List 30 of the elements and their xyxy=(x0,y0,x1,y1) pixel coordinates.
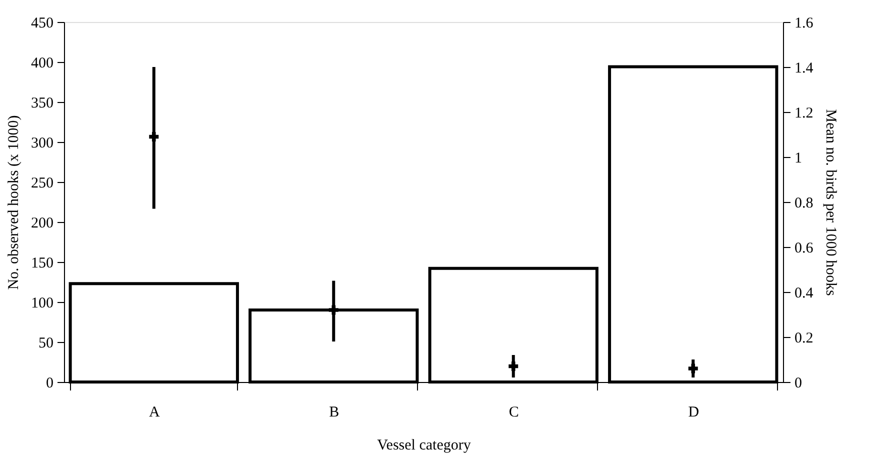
y2-tick-label: 0.8 xyxy=(794,196,814,212)
x-axis-title: Vessel category xyxy=(377,438,472,454)
y2-tick-label: 1.4 xyxy=(794,60,814,76)
point xyxy=(328,305,338,315)
x-tick-label: C xyxy=(508,404,519,420)
y2-tick-label: 1 xyxy=(794,150,802,166)
y2-tick-label: 1.6 xyxy=(794,16,814,32)
y2-tick-label: 0.6 xyxy=(794,240,814,256)
y2-tick-label: 0.4 xyxy=(794,286,814,302)
y-tick-label: 100 xyxy=(31,296,54,312)
y2-tick-label: 0 xyxy=(794,376,802,392)
y-axis-title: No. observed hooks (x 1000) xyxy=(6,115,22,290)
y2-tick-label: 0.2 xyxy=(794,330,814,346)
point xyxy=(149,132,159,142)
y-tick-label: 450 xyxy=(31,16,54,32)
y-tick-label: 250 xyxy=(31,176,54,192)
point xyxy=(508,362,518,371)
x-tick-label: B xyxy=(329,404,340,420)
x-tick-label: A xyxy=(148,404,160,420)
y2-axis-title: Mean no. birds per 1000 hooks xyxy=(822,109,838,296)
y-tick-label: 400 xyxy=(31,56,54,72)
y-tick-label: 0 xyxy=(46,376,54,392)
y-tick-label: 300 xyxy=(31,136,54,152)
y-tick-label: 350 xyxy=(31,96,54,112)
x-tick-label: D xyxy=(688,404,700,420)
y2-tick-label: 1.2 xyxy=(794,106,814,122)
y-tick-label: 200 xyxy=(31,216,54,232)
point xyxy=(688,364,698,374)
y-tick-label: 150 xyxy=(31,256,54,272)
y-tick-label: 50 xyxy=(38,336,54,352)
